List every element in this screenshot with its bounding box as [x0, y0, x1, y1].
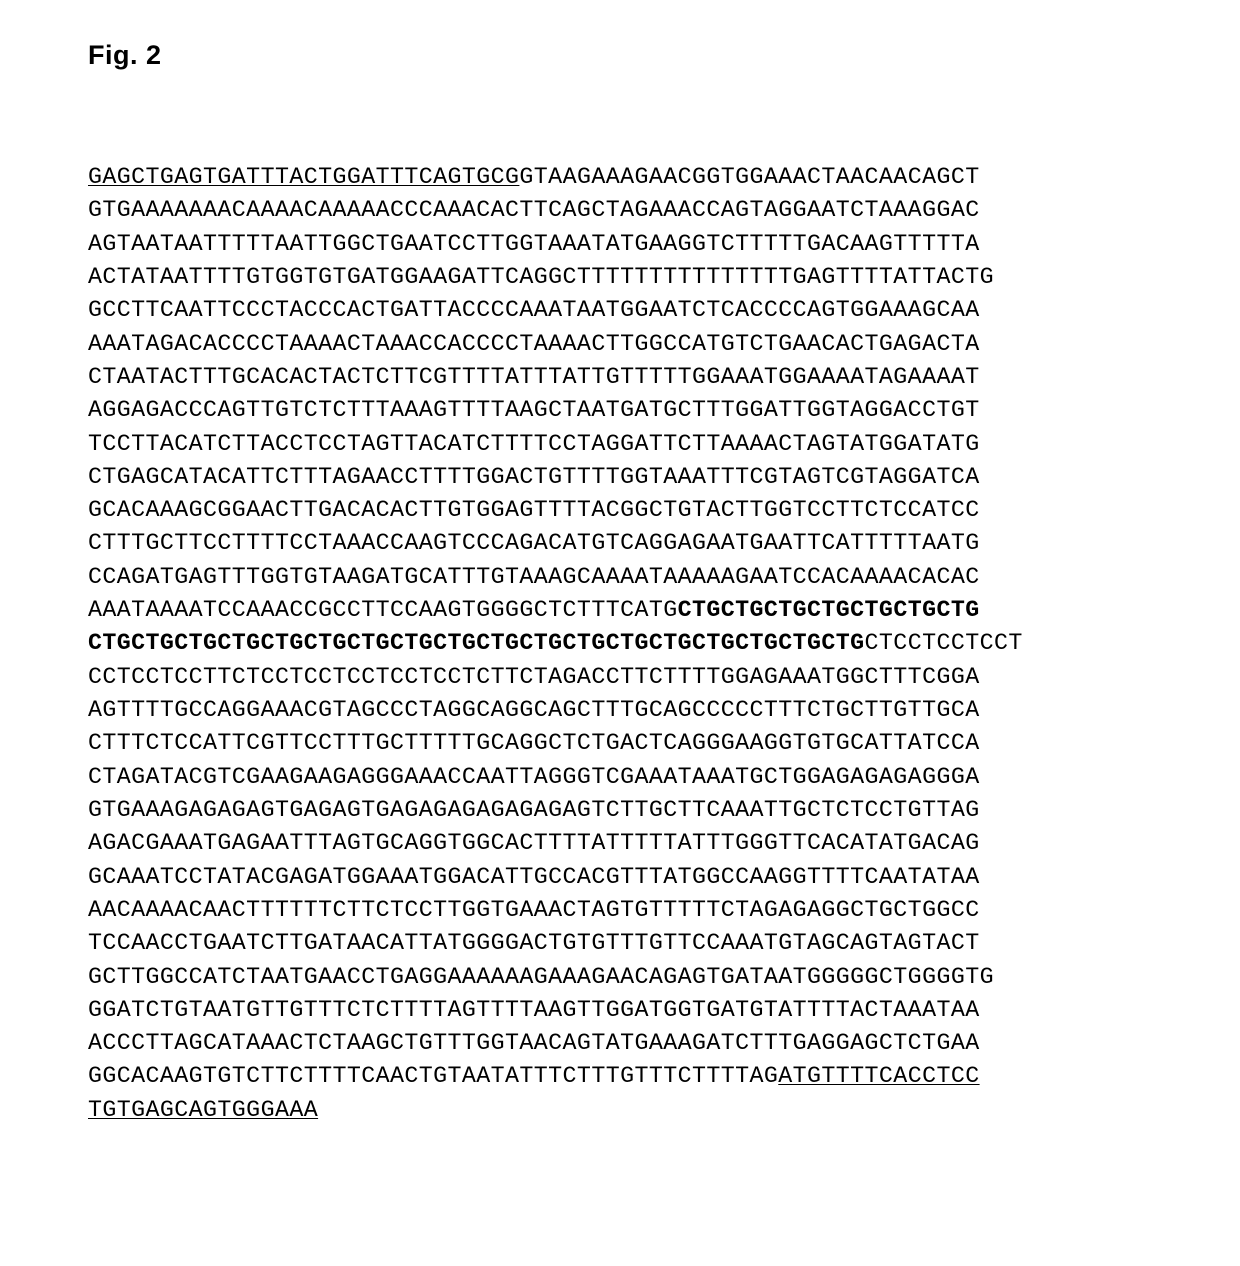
sequence-segment: AGGAGACCCAGTTGTCTCTTTAAAGTTTTAAGCTAATGAT…	[88, 397, 980, 423]
sequence-line: TCCTTACATCTTACCTCCTAGTTACATCTTTTCCTAGGAT…	[88, 428, 1152, 461]
sequence-line: AGGAGACCCAGTTGTCTCTTTAAAGTTTTAAGCTAATGAT…	[88, 394, 1152, 427]
sequence-line: ACTATAATTTTGTGGTGTGATGGAAGATTCAGGCTTTTTT…	[88, 261, 1152, 294]
sequence-line: GTGAAAGAGAGAGTGAGAGTGAGAGAGAGAGAGAGTCTTG…	[88, 794, 1152, 827]
sequence-line: GCCTTCAATTCCCTACCCACTGATTACCCCAAATAATGGA…	[88, 294, 1152, 327]
sequence-segment: CCAGATGAGTTTGGTGTAAGATGCATTTGTAAAGCAAAAT…	[88, 564, 980, 590]
sequence-segment: ATGTTTTCACCTCC	[778, 1063, 979, 1089]
sequence-segment: CCTCCTCCTTCTCCTCCTCCTCCTCCTCTTCTAGACCTTC…	[88, 664, 980, 690]
sequence-line: CTAGATACGTCGAAGAAGAGGGAAACCAATTAGGGTCGAA…	[88, 761, 1152, 794]
sequence-segment: CTCCTCCTCCT	[865, 630, 1023, 656]
sequence-segment: GCAAATCCTATACGAGATGGAAATGGACATTGCCACGTTT…	[88, 864, 980, 890]
sequence-segment: CTTTGCTTCCTTTTCCTAAACCAAGTCCCAGACATGTCAG…	[88, 530, 980, 556]
sequence-line: ACCCTTAGCATAAACTCTAAGCTGTTTGGTAACAGTATGA…	[88, 1027, 1152, 1060]
sequence-line: GGCACAAGTGTCTTCTTTTCAACTGTAATATTTCTTTGTT…	[88, 1060, 1152, 1093]
sequence-segment: TGTGAGCAGTGGGAAA	[88, 1097, 318, 1123]
sequence-block: GAGCTGAGTGATTTACTGGATTTCAGTGCGGTAAGAAAGA…	[88, 161, 1152, 1127]
sequence-segment: GTAAGAAAGAACGGTGGAAACTAACAACAGCT	[519, 164, 979, 190]
sequence-segment: CTTTCTCCATTCGTTCCTTTGCTTTTTGCAGGCTCTGACT…	[88, 730, 980, 756]
sequence-segment: CTGCTGCTGCTGCTGCTGCTGCTGCTGCTGCTGCTGCTGC…	[88, 630, 865, 656]
figure-label: Fig. 2	[88, 40, 1152, 71]
sequence-segment: ACCCTTAGCATAAACTCTAAGCTGTTTGGTAACAGTATGA…	[88, 1030, 980, 1056]
sequence-line: AACAAAACAACTTTTTTCTTCTCCTTGGTGAAACTAGTGT…	[88, 894, 1152, 927]
sequence-segment: AGTAATAATTTTTAATTGGCTGAATCCTTGGTAAATATGA…	[88, 231, 980, 257]
sequence-line: GTGAAAAAAACAAAACAAAAACCCAAACACTTCAGCTAGA…	[88, 194, 1152, 227]
sequence-line: GCTTGGCCATCTAATGAACCTGAGGAAAAAAGAAAGAACA…	[88, 961, 1152, 994]
sequence-line: GAGCTGAGTGATTTACTGGATTTCAGTGCGGTAAGAAAGA…	[88, 161, 1152, 194]
sequence-segment: GTGAAAGAGAGAGTGAGAGTGAGAGAGAGAGAGAGTCTTG…	[88, 797, 980, 823]
sequence-line: AGACGAAATGAGAATTTAGTGCAGGTGGCACTTTTATTTT…	[88, 827, 1152, 860]
sequence-segment: GCCTTCAATTCCCTACCCACTGATTACCCCAAATAATGGA…	[88, 297, 980, 323]
sequence-segment: TCCAACCTGAATCTTGATAACATTATGGGGACTGTGTTTG…	[88, 930, 980, 956]
sequence-segment: CTAGATACGTCGAAGAAGAGGGAAACCAATTAGGGTCGAA…	[88, 764, 980, 790]
sequence-segment: TCCTTACATCTTACCTCCTAGTTACATCTTTTCCTAGGAT…	[88, 431, 980, 457]
sequence-line: GGATCTGTAATGTTGTTTCTCTTTTAGTTTTAAGTTGGAT…	[88, 994, 1152, 1027]
sequence-segment: AAATAAAATCCAAACCGCCTTCCAAGTGGGGCTCTTTCAT…	[88, 597, 678, 623]
sequence-line: GCAAATCCTATACGAGATGGAAATGGACATTGCCACGTTT…	[88, 861, 1152, 894]
sequence-segment: GCTTGGCCATCTAATGAACCTGAGGAAAAAAGAAAGAACA…	[88, 964, 994, 990]
sequence-line: GCACAAAGCGGAACTTGACACACTTGTGGAGTTTTACGGC…	[88, 494, 1152, 527]
sequence-line: CTGCTGCTGCTGCTGCTGCTGCTGCTGCTGCTGCTGCTGC…	[88, 627, 1152, 660]
sequence-line: CTTTCTCCATTCGTTCCTTTGCTTTTTGCAGGCTCTGACT…	[88, 727, 1152, 760]
sequence-segment: AAATAGACACCCCTAAAACTAAACCACCCCTAAAACTTGG…	[88, 331, 980, 357]
sequence-line: CTGAGCATACATTCTTTAGAACCTTTTGGACTGTTTTGGT…	[88, 461, 1152, 494]
sequence-line: CCTCCTCCTTCTCCTCCTCCTCCTCCTCTTCTAGACCTTC…	[88, 661, 1152, 694]
sequence-segment: GAGCTGAGTGATTTACTGGATTTCAGTGCG	[88, 164, 519, 190]
sequence-line: TGTGAGCAGTGGGAAA	[88, 1094, 1152, 1127]
sequence-line: TCCAACCTGAATCTTGATAACATTATGGGGACTGTGTTTG…	[88, 927, 1152, 960]
sequence-segment: AGTTTTGCCAGGAAACGTAGCCCTAGGCAGGCAGCTTTGC…	[88, 697, 980, 723]
sequence-line: AAATAAAATCCAAACCGCCTTCCAAGTGGGGCTCTTTCAT…	[88, 594, 1152, 627]
sequence-segment: CTGCTGCTGCTGCTGCTGCTG	[678, 597, 980, 623]
sequence-segment: GTGAAAAAAACAAAACAAAAACCCAAACACTTCAGCTAGA…	[88, 197, 980, 223]
sequence-line: CTTTGCTTCCTTTTCCTAAACCAAGTCCCAGACATGTCAG…	[88, 527, 1152, 560]
sequence-segment: ACTATAATTTTGTGGTGTGATGGAAGATTCAGGCTTTTTT…	[88, 264, 994, 290]
sequence-segment: GGATCTGTAATGTTGTTTCTCTTTTAGTTTTAAGTTGGAT…	[88, 997, 980, 1023]
sequence-segment: GCACAAAGCGGAACTTGACACACTTGTGGAGTTTTACGGC…	[88, 497, 980, 523]
sequence-line: CCAGATGAGTTTGGTGTAAGATGCATTTGTAAAGCAAAAT…	[88, 561, 1152, 594]
sequence-line: CTAATACTTTGCACACTACTCTTCGTTTTATTTATTGTTT…	[88, 361, 1152, 394]
sequence-segment: CTGAGCATACATTCTTTAGAACCTTTTGGACTGTTTTGGT…	[88, 464, 980, 490]
sequence-line: AAATAGACACCCCTAAAACTAAACCACCCCTAAAACTTGG…	[88, 328, 1152, 361]
sequence-line: AGTTTTGCCAGGAAACGTAGCCCTAGGCAGGCAGCTTTGC…	[88, 694, 1152, 727]
sequence-segment: GGCACAAGTGTCTTCTTTTCAACTGTAATATTTCTTTGTT…	[88, 1063, 778, 1089]
sequence-segment: AACAAAACAACTTTTTTCTTCTCCTTGGTGAAACTAGTGT…	[88, 897, 980, 923]
sequence-segment: AGACGAAATGAGAATTTAGTGCAGGTGGCACTTTTATTTT…	[88, 830, 980, 856]
sequence-line: AGTAATAATTTTTAATTGGCTGAATCCTTGGTAAATATGA…	[88, 228, 1152, 261]
sequence-segment: CTAATACTTTGCACACTACTCTTCGTTTTATTTATTGTTT…	[88, 364, 980, 390]
